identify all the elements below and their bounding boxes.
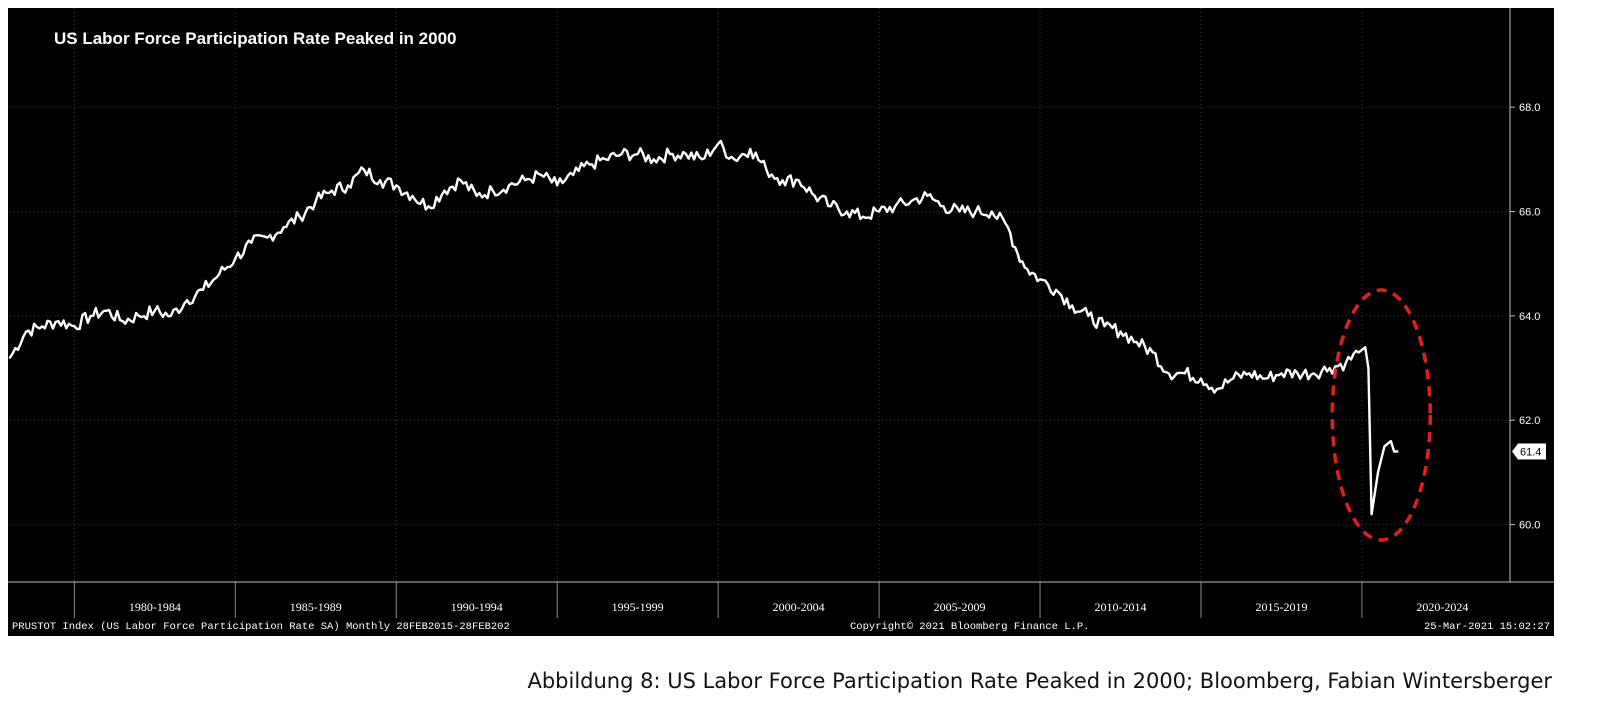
figure-caption: Abbildung 8: US Labor Force Participatio… [527,669,1552,693]
annotation-ellipse [1330,288,1432,542]
grid-layer [10,8,1510,618]
footer-source: PRUSTOT Index (US Labor Force Participat… [12,621,510,633]
x-period-label: 2020-2024 [1416,600,1468,614]
last-value-tag: 61.4 [1512,443,1546,460]
last-value-label: 61.4 [1520,447,1541,459]
x-period-label: 2015-2019 [1255,600,1307,614]
axes-layer [8,8,1554,583]
y-tick-label: 60.0 [1519,520,1540,532]
x-period-label: 1990-1994 [451,600,503,614]
chart-title: US Labor Force Participation Rate Peaked… [54,29,456,48]
footer-timestamp: 25-Mar-2021 15:02:27 [1424,621,1550,633]
x-period-label: 1995-1999 [612,600,664,614]
x-period-label: 1985-1989 [290,600,342,614]
y-tick-label: 68.0 [1519,102,1540,114]
y-axis: 60.0 62.0 64.0 66.0 68.0 [1510,102,1540,532]
last-value-box [1512,443,1546,460]
y-tick-label: 66.0 [1519,207,1540,219]
y-tick-label: 62.0 [1519,415,1540,427]
series-line-participation-rate [8,139,1399,516]
y-tick-label: 64.0 [1519,311,1540,323]
footer-copyright: Copyright© 2021 Bloomberg Finance L.P. [850,621,1089,633]
chart-frame: 60.0 62.0 64.0 66.0 68.0 1980-1984 1985-1989 1… [8,8,1554,636]
x-axis: 1980-1984 1985-1989 1990-1994 1995-1999 2000… [129,600,1469,614]
x-period-label: 1980-1984 [129,600,181,614]
x-period-label: 2010-2014 [1095,600,1147,614]
x-period-label: 2005-2009 [934,600,986,614]
x-period-label: 2000-2004 [773,600,825,614]
line-chart: 60.062.064.066.068.0 1980-1984 1985-1989 1… [8,8,1554,633]
